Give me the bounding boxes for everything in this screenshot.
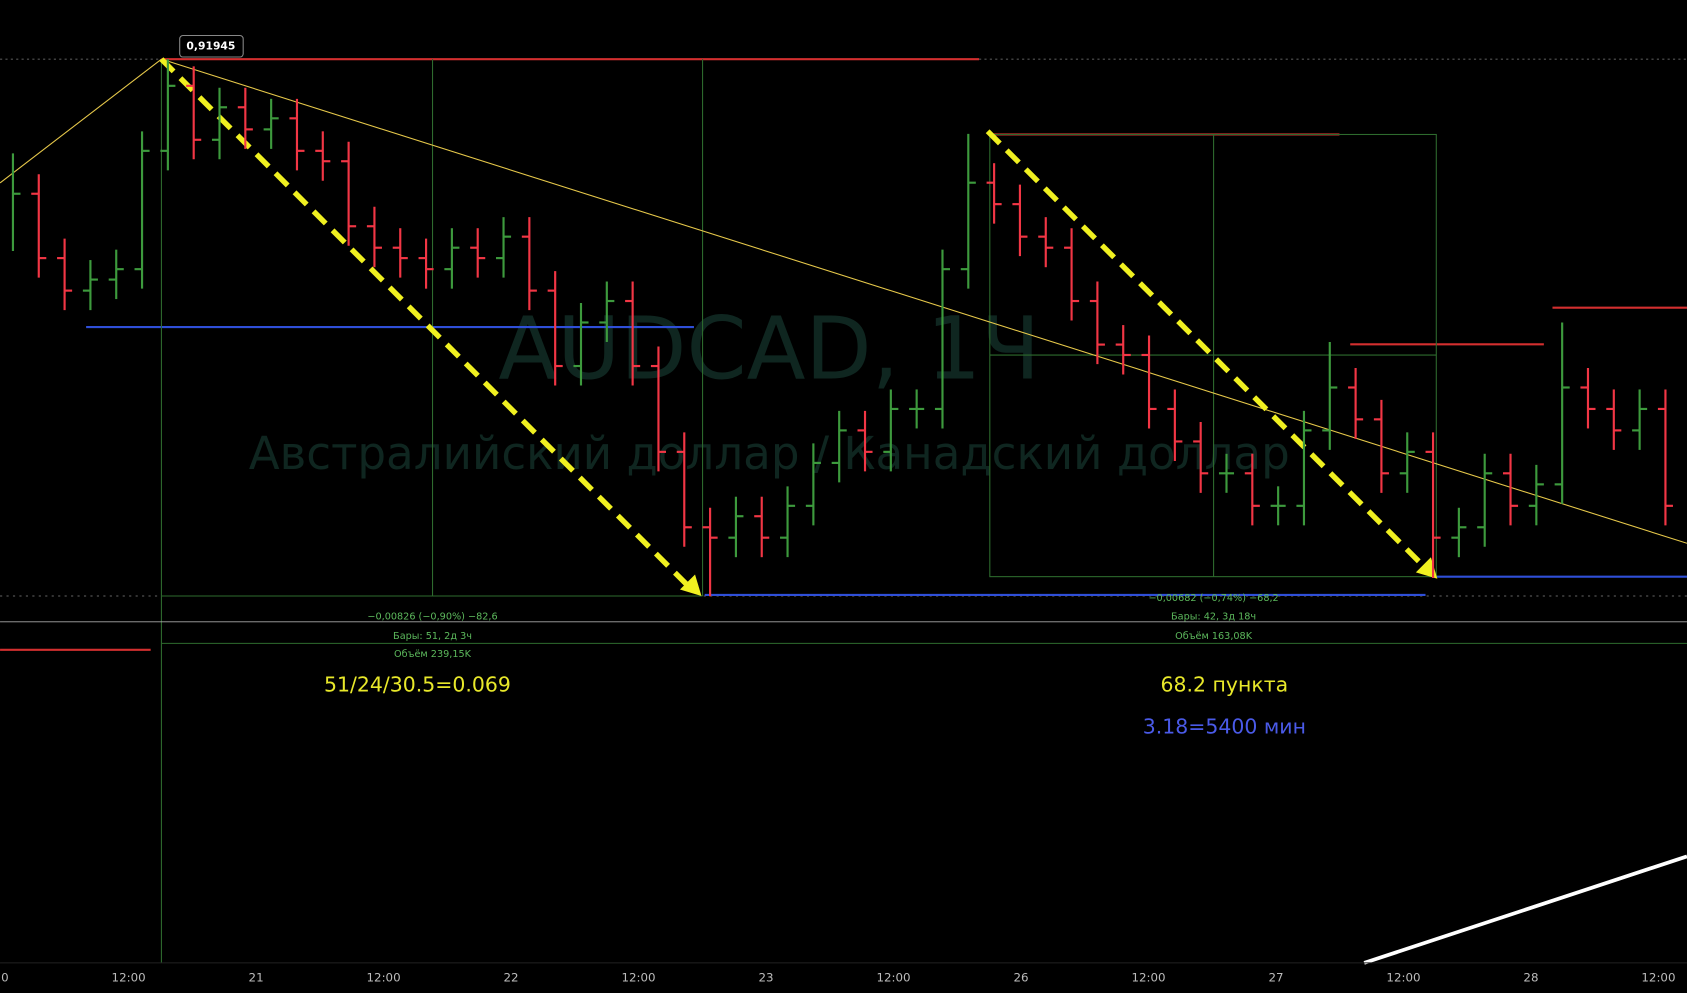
x-tick-label: 26 [1013,970,1028,984]
x-tick-label: 12:00 [112,970,146,984]
price-label-bg [179,34,244,58]
x-tick-label: 28 [1523,970,1538,984]
x-tick-label: 20 [0,970,9,984]
annotation: 68.2 пункта [1161,672,1289,696]
watermark-symbol: AUDCAD, 1Ч [498,299,1040,399]
watermark-name: Австралийский доллар / Канадский доллар [249,427,1290,480]
bars [11,59,1673,597]
x-tick-label: 12:00 [1386,970,1420,984]
dashed-arrow [985,129,1428,570]
annotation: 51/24/30.5=0.069 [324,672,511,696]
measure-volume: Объём 239,15K [394,649,472,660]
measurements: −0,00826 (−0,90%) −82,6 Бары: 51, 2д 3ч … [367,593,1278,660]
x-tick-label: 23 [759,970,774,984]
measure-change: −0,00826 (−0,90%) −82,6 [367,611,497,622]
x-tick-label: 12:00 [1641,970,1675,984]
white-line [1363,854,1687,965]
measure-change: −0,00682 (−0,74%) −68,2 [1148,593,1278,604]
dashed-arrow [159,57,691,589]
arrow-head [679,574,702,597]
x-tick-label: 27 [1268,970,1283,984]
measure-bars: Бары: 42, 3д 18ч [1171,611,1256,622]
x-tick-label: 12:00 [622,970,656,984]
measure-volume: Объём 163,08K [1175,631,1253,642]
x-tick-label: 12:00 [367,970,401,984]
x-tick-label: 21 [249,970,264,984]
measure-bars: Бары: 51, 2д 3ч [393,631,472,642]
x-tick-label: 12:00 [1131,970,1165,984]
price-label: 0,91945 [186,39,235,52]
x-axis: 20 12:00 21 12:00 22 12:00 23 12:00 26 12:00 27 12:… [0,970,1675,984]
trend-line [0,58,162,184]
x-tick-label: 12:00 [876,970,910,984]
annotation: 3.18=5400 мин [1143,714,1306,738]
x-tick-label: 22 [504,970,519,984]
price-label-box: 0,91945 [179,34,244,58]
